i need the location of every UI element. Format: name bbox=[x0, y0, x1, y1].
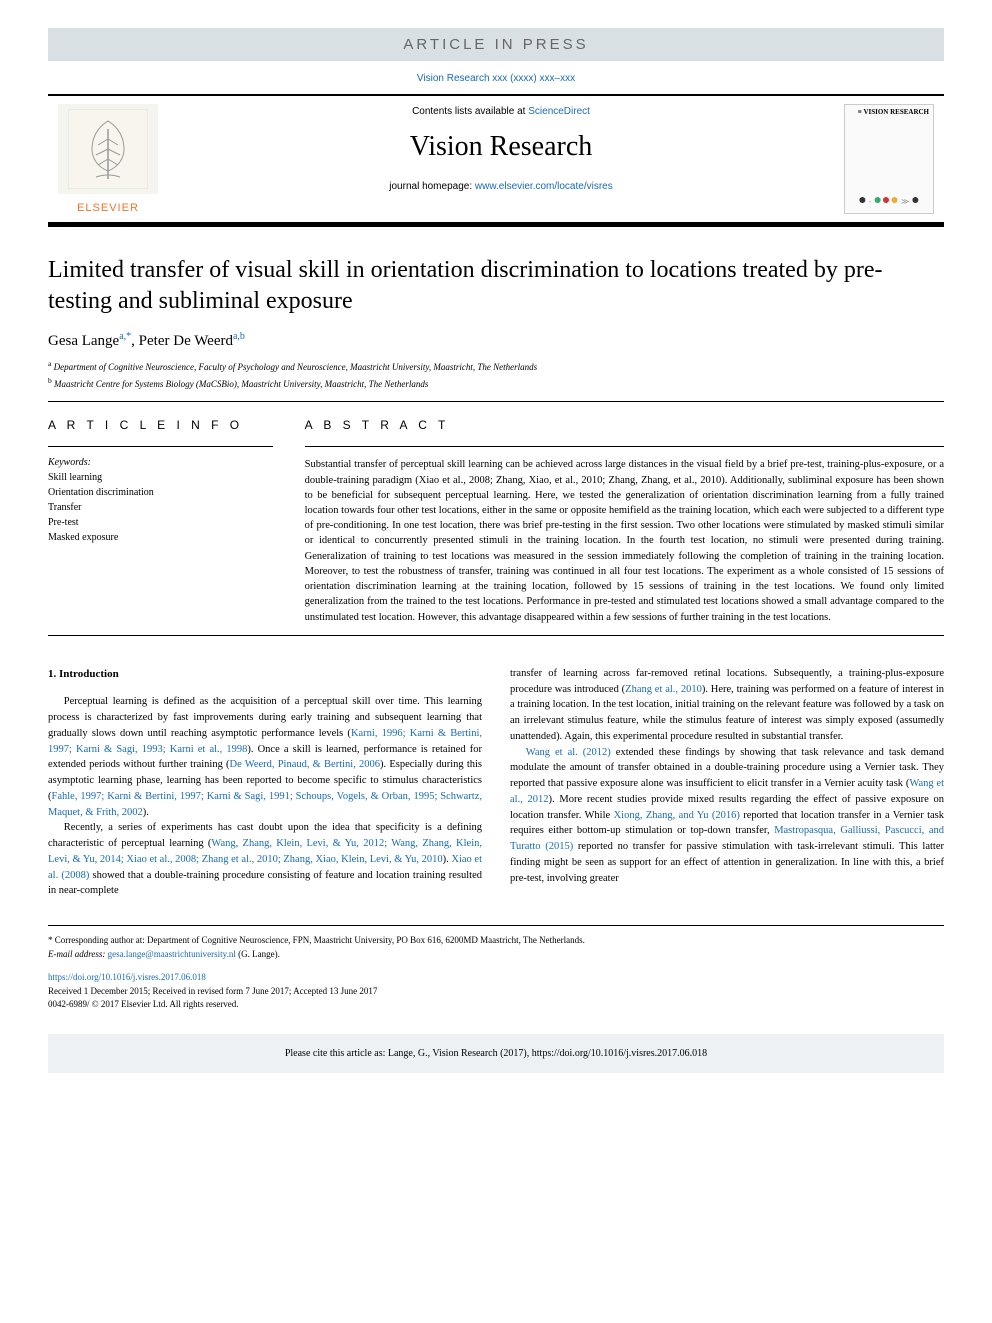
affiliation-a: a Department of Cognitive Neuroscience, … bbox=[48, 358, 944, 375]
citation-link[interactable]: Mastropasqua, Galliussi, Pascucci, and T… bbox=[510, 825, 944, 852]
journal-reference-line: Vision Research xxx (xxxx) xxx–xxx bbox=[48, 73, 944, 84]
elsevier-tree-logo bbox=[58, 104, 158, 194]
journal-cover-block: ≡ VISION RESEARCH ● - ●●● ≫ ● bbox=[834, 96, 944, 222]
author-affil-marker: a,b bbox=[233, 331, 245, 342]
journal-cover-thumbnail: ≡ VISION RESEARCH ● - ●●● ≫ ● bbox=[844, 104, 934, 214]
divider bbox=[48, 446, 273, 447]
divider bbox=[305, 446, 944, 447]
keyword-item: Transfer bbox=[48, 500, 273, 515]
affiliations-block: a Department of Cognitive Neuroscience, … bbox=[48, 358, 944, 391]
article-info-abstract-row: A R T I C L E I N F O Keywords: Skill le… bbox=[48, 418, 944, 624]
body-paragraph: Perceptual learning is defined as the ac… bbox=[48, 694, 482, 820]
cover-title-text: ≡ VISION RESEARCH bbox=[849, 109, 929, 116]
abstract-text: Substantial transfer of perceptual skill… bbox=[305, 457, 944, 624]
introduction-heading: 1. Introduction bbox=[48, 666, 482, 683]
footnotes-block: * Corresponding author at: Department of… bbox=[48, 925, 944, 961]
body-left-column: 1. Introduction Perceptual learning is d… bbox=[48, 666, 482, 899]
article-info-heading: A R T I C L E I N F O bbox=[48, 418, 273, 432]
affiliation-b: b Maastricht Centre for Systems Biology … bbox=[48, 375, 944, 392]
abstract-column: A B S T R A C T Substantial transfer of … bbox=[305, 418, 944, 624]
citation-link[interactable]: Wang, Zhang, Klein, Levi, & Yu, 2012; Wa… bbox=[48, 838, 482, 865]
sciencedirect-link[interactable]: ScienceDirect bbox=[528, 106, 590, 117]
body-right-column: transfer of learning across far-removed … bbox=[510, 666, 944, 899]
divider bbox=[48, 401, 944, 402]
copyright-line: 0042-6989/ © 2017 Elsevier Ltd. All righ… bbox=[48, 998, 944, 1012]
keywords-label: Keywords: bbox=[48, 457, 273, 468]
contents-available-line: Contents lists available at ScienceDirec… bbox=[168, 106, 834, 117]
keyword-item: Orientation discrimination bbox=[48, 485, 273, 500]
article-info-column: A R T I C L E I N F O Keywords: Skill le… bbox=[48, 418, 273, 624]
keywords-list: Skill learning Orientation discriminatio… bbox=[48, 470, 273, 545]
journal-homepage-link[interactable]: www.elsevier.com/locate/visres bbox=[475, 181, 613, 192]
publisher-name: ELSEVIER bbox=[77, 202, 139, 214]
journal-homepage-line: journal homepage: www.elsevier.com/locat… bbox=[168, 181, 834, 192]
corresponding-email-link[interactable]: gesa.lange@maastrichtuniversity.nl bbox=[108, 949, 236, 959]
please-cite-box: Please cite this article as: Lange, G., … bbox=[48, 1034, 944, 1073]
body-two-column: 1. Introduction Perceptual learning is d… bbox=[48, 666, 944, 899]
body-paragraph: Wang et al. (2012) extended these findin… bbox=[510, 745, 944, 887]
email-label: E-mail address: bbox=[48, 949, 108, 959]
doi-history-block: https://doi.org/10.1016/j.visres.2017.06… bbox=[48, 971, 944, 1012]
abstract-heading: A B S T R A C T bbox=[305, 418, 944, 432]
journal-header-center: Contents lists available at ScienceDirec… bbox=[168, 96, 834, 222]
citation-link[interactable]: Zhang et al., 2010 bbox=[625, 684, 702, 695]
divider bbox=[48, 635, 944, 636]
corresponding-author-note: * Corresponding author at: Department of… bbox=[48, 934, 944, 948]
keyword-item: Pre-test bbox=[48, 515, 273, 530]
citation-link[interactable]: De Weerd, Pinaud, & Bertini, 2006 bbox=[230, 759, 380, 770]
citation-link[interactable]: Xiong, Zhang, and Yu (2016) bbox=[614, 810, 740, 821]
article-title: Limited transfer of visual skill in orie… bbox=[48, 255, 944, 317]
email-attribution: (G. Lange). bbox=[236, 949, 280, 959]
body-paragraph: transfer of learning across far-removed … bbox=[510, 666, 944, 745]
author-affil-marker: a,* bbox=[119, 331, 131, 342]
homepage-prefix: journal homepage: bbox=[389, 181, 475, 192]
citation-link[interactable]: Karni, 1996; Karni & Bertini, 1997; Karn… bbox=[48, 728, 482, 755]
tree-icon bbox=[68, 109, 148, 189]
article-in-press-banner: ARTICLE IN PRESS bbox=[48, 28, 944, 61]
authors-line: Gesa Langea,*, Peter De Weerda,b bbox=[48, 331, 944, 350]
page-root: ARTICLE IN PRESS Vision Research xxx (xx… bbox=[0, 0, 992, 1113]
citation-link[interactable]: Wang et al. (2012) bbox=[526, 747, 611, 758]
journal-name: Vision Research bbox=[168, 131, 834, 163]
doi-link[interactable]: https://doi.org/10.1016/j.visres.2017.06… bbox=[48, 972, 206, 982]
article-history: Received 1 December 2015; Received in re… bbox=[48, 985, 944, 999]
citation-link[interactable]: Wang et al., 2012 bbox=[510, 778, 944, 805]
citation-link[interactable]: Fahle, 1997; Karni & Bertini, 1997; Karn… bbox=[48, 791, 482, 818]
contents-prefix: Contents lists available at bbox=[412, 106, 528, 117]
publisher-block: ELSEVIER bbox=[48, 96, 168, 222]
keyword-item: Masked exposure bbox=[48, 530, 273, 545]
cover-dots-icon: ● - ●●● ≫ ● bbox=[849, 193, 929, 209]
keyword-item: Skill learning bbox=[48, 470, 273, 485]
body-paragraph: Recently, a series of experiments has ca… bbox=[48, 820, 482, 899]
journal-header: ELSEVIER Contents lists available at Sci… bbox=[48, 94, 944, 227]
email-line: E-mail address: gesa.lange@maastrichtuni… bbox=[48, 948, 944, 962]
